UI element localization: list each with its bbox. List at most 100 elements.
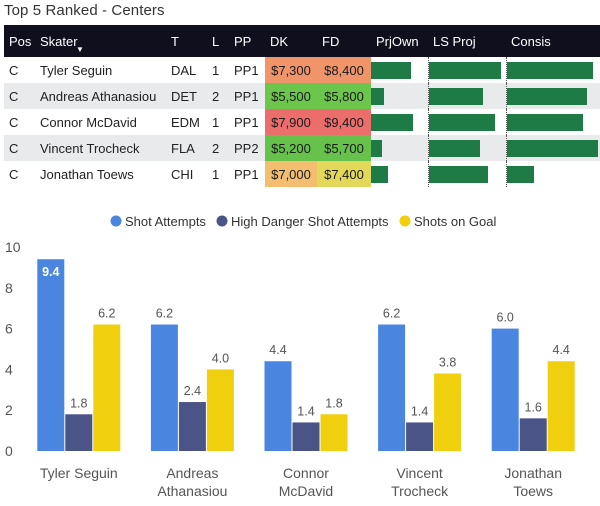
- cell-prjown: [371, 57, 428, 83]
- data-label: 1.6: [525, 400, 542, 414]
- legend-label: High Danger Shot Attempts: [231, 214, 389, 229]
- table-row[interactable]: C Vincent Trocheck FLA 2 PP2 $5,200 $5,700: [4, 135, 600, 161]
- table-row[interactable]: C Tyler Seguin DAL 1 PP1 $7,300 $8,400: [4, 57, 600, 83]
- x-tick-label: Andreas: [166, 465, 218, 481]
- cell-prjown: [371, 161, 428, 187]
- col-header-pp[interactable]: PP: [229, 25, 265, 57]
- cell-team: DET: [166, 83, 207, 109]
- bar: [206, 369, 234, 451]
- cell-pos: C: [9, 62, 19, 78]
- legend-marker: [399, 215, 411, 227]
- cell-skater: Tyler Seguin: [40, 62, 113, 78]
- lsproj-bar: [428, 113, 496, 131]
- col-header-lsproj[interactable]: LS Proj: [428, 25, 506, 57]
- bar: [37, 259, 65, 451]
- cell-consis: [505, 83, 600, 109]
- col-header-line[interactable]: L: [207, 25, 229, 57]
- cell-fd-salary: $5,700: [317, 135, 371, 161]
- prjown-bar: [371, 165, 389, 183]
- col-header-skater[interactable]: Skater ▼: [35, 25, 166, 57]
- bar: [93, 324, 121, 451]
- data-label: 1.4: [411, 404, 428, 418]
- data-label: 1.8: [325, 396, 342, 410]
- consis-bar: [506, 87, 588, 105]
- consis-bar: [506, 165, 534, 183]
- col-header-prjown[interactable]: PrjOwn: [371, 25, 428, 57]
- cell-team: CHI: [171, 166, 194, 182]
- cell-dk-salary: $7,000: [265, 161, 317, 187]
- col-header-fd[interactable]: FD: [317, 25, 371, 57]
- cell-pos: C: [9, 114, 19, 130]
- data-label: 6.2: [383, 307, 400, 321]
- x-tick-label: Tyler Seguin: [40, 465, 118, 481]
- y-tick-label: 0: [5, 443, 13, 459]
- prjown-bar: [371, 113, 413, 131]
- x-tick-label: Toews: [513, 483, 553, 499]
- cell-pp: PP1: [234, 166, 259, 182]
- bar: [178, 402, 206, 451]
- ranked-table: Pos Skater ▼ T L PP DK FD PrjOwn LS Proj …: [4, 25, 600, 187]
- cell-consis: [505, 109, 600, 135]
- cell-line: 2: [207, 83, 229, 109]
- cell-dk-salary: $7,900: [265, 109, 317, 135]
- legend-label: Shot Attempts: [125, 214, 206, 229]
- x-tick-label: Connor: [283, 465, 329, 481]
- cell-pp: PP1: [229, 83, 265, 109]
- cell-prjown: [371, 83, 428, 109]
- cell-pp: PP1: [234, 114, 259, 130]
- bar: [150, 324, 178, 451]
- y-tick-label: 6: [5, 321, 13, 337]
- cell-line: 1: [212, 166, 220, 182]
- y-tick-label: 8: [5, 280, 13, 296]
- cell-pp: PP2: [229, 135, 265, 161]
- cell-consis: [505, 161, 600, 187]
- table-row[interactable]: C Andreas Athanasiou DET 2 PP1 $5,500 $5,800: [4, 83, 600, 109]
- col-header-pos[interactable]: Pos: [4, 25, 35, 57]
- cell-skater: Andreas Athanasiou: [35, 83, 166, 109]
- cell-pp: PP1: [234, 62, 259, 78]
- lsproj-bar: [428, 61, 502, 79]
- sort-desc-icon: ▼: [76, 45, 84, 54]
- table-row[interactable]: C Connor McDavid EDM 1 PP1 $7,900 $9,400: [4, 109, 600, 135]
- cell-fd-salary: $7,400: [317, 161, 371, 187]
- cell-fd-salary: $9,400: [317, 109, 371, 135]
- data-label: 3.8: [439, 355, 456, 369]
- lsproj-bar: [428, 87, 483, 105]
- data-label: 1.4: [297, 404, 314, 418]
- cell-consis: [505, 57, 600, 83]
- y-tick-label: 2: [5, 402, 13, 418]
- cell-team: FLA: [166, 135, 207, 161]
- table-row[interactable]: C Jonathan Toews CHI 1 PP1 $7,000 $7,400: [4, 161, 600, 187]
- data-label: 4.4: [553, 343, 570, 357]
- data-label: 6.0: [497, 311, 514, 325]
- bar: [434, 373, 462, 451]
- col-header-dk[interactable]: DK: [265, 25, 317, 57]
- page-title: Top 5 Ranked - Centers: [4, 2, 165, 19]
- x-tick-label: McDavid: [279, 483, 333, 499]
- bar: [292, 422, 320, 451]
- bar: [406, 422, 434, 451]
- cell-skater: Connor McDavid: [40, 114, 137, 130]
- cell-lsproj: [427, 83, 506, 109]
- lsproj-bar: [428, 165, 489, 183]
- prjown-bar: [371, 61, 411, 79]
- data-label: 6.2: [156, 307, 173, 321]
- cell-prjown: [371, 109, 428, 135]
- bar: [320, 414, 348, 451]
- cell-prjown: [371, 135, 428, 161]
- data-label: 4.4: [269, 343, 286, 357]
- cell-pos: C: [4, 135, 35, 161]
- col-header-consis[interactable]: Consis: [506, 25, 600, 57]
- bar-chart: Shot Attempts High Danger Shot Attempts Sh…: [5, 214, 575, 499]
- consis-bar: [506, 139, 598, 157]
- x-tick-label: Trocheck: [391, 483, 449, 499]
- data-label: 9.4: [42, 265, 59, 279]
- cell-dk-salary: $7,300: [265, 57, 317, 83]
- cell-lsproj: [427, 135, 506, 161]
- bar: [519, 418, 547, 451]
- data-label: 6.2: [98, 307, 115, 321]
- cell-pos: C: [9, 166, 19, 182]
- consis-bar: [506, 61, 594, 79]
- col-header-team[interactable]: T: [166, 25, 207, 57]
- cell-skater: Vincent Trocheck: [35, 135, 166, 161]
